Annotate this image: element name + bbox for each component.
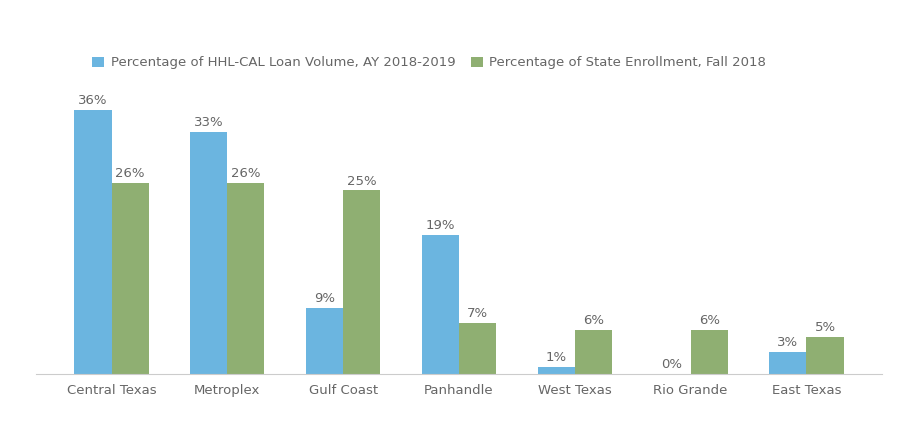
Text: 1%: 1%: [545, 351, 567, 364]
Bar: [306, 308, 343, 374]
Text: 7%: 7%: [467, 307, 488, 320]
Text: 25%: 25%: [346, 175, 376, 187]
Bar: [422, 235, 459, 374]
Legend: Percentage of HHL-CAL Loan Volume, AY 2018-2019, Percentage of State Enrollment,: Percentage of HHL-CAL Loan Volume, AY 20…: [86, 51, 771, 74]
Bar: [690, 330, 728, 374]
Bar: [75, 110, 112, 374]
Text: 5%: 5%: [814, 321, 835, 334]
Bar: [575, 330, 612, 374]
Text: 3%: 3%: [778, 336, 798, 349]
Bar: [343, 190, 380, 374]
Text: 19%: 19%: [426, 218, 455, 232]
Text: 33%: 33%: [194, 116, 223, 129]
Text: 6%: 6%: [583, 314, 604, 327]
Bar: [459, 323, 496, 374]
Bar: [806, 337, 843, 374]
Bar: [112, 183, 148, 374]
Text: 0%: 0%: [662, 358, 682, 371]
Text: 26%: 26%: [115, 167, 145, 180]
Bar: [228, 183, 265, 374]
Text: 26%: 26%: [231, 167, 261, 180]
Text: 9%: 9%: [314, 292, 335, 305]
Bar: [770, 352, 806, 374]
Text: 36%: 36%: [78, 94, 108, 107]
Bar: [538, 367, 575, 374]
Text: 6%: 6%: [698, 314, 720, 327]
Bar: [190, 132, 228, 374]
